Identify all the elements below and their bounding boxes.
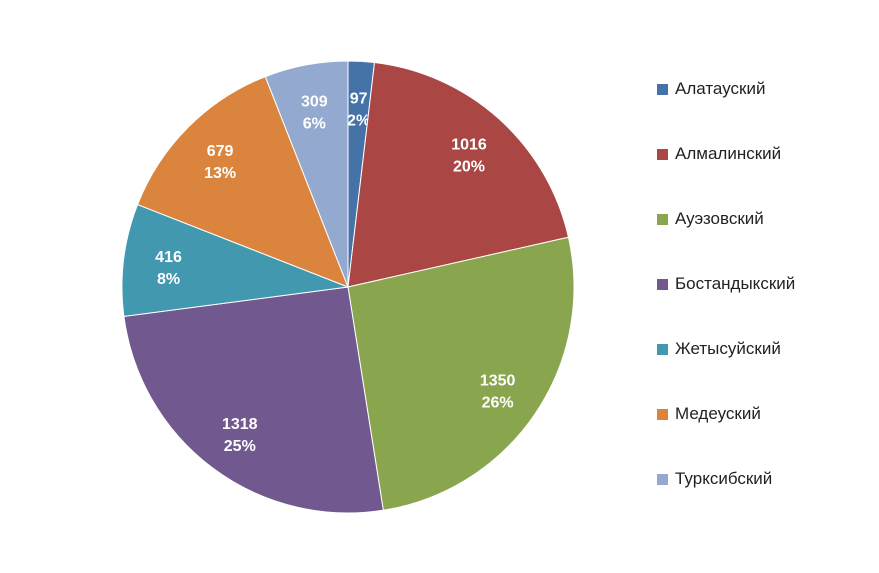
legend-label: Бостандыкский (675, 274, 796, 293)
legend-label: Алатауский (675, 79, 766, 98)
pie-slice-7 (264, 60, 349, 288)
data-label-percent: 6% (303, 115, 326, 132)
legend-label: Жетысуйский (675, 339, 781, 358)
data-label-value: 309 (301, 93, 328, 110)
data-label-percent: 25% (224, 438, 256, 455)
data-label-percent: 13% (204, 165, 236, 182)
legend-swatch (657, 343, 668, 355)
data-label-percent: 8% (157, 271, 180, 288)
legend-item: Ауэзовский (657, 209, 764, 229)
legend-item: Алмалинский (657, 144, 781, 164)
data-label-value: 1016 (451, 137, 487, 154)
pie-slice-3 (347, 236, 575, 511)
pie-slice-6 (136, 76, 349, 288)
legend-label: Алмалинский (675, 144, 782, 163)
legend-swatch (657, 148, 668, 160)
data-label-value: 679 (207, 143, 234, 160)
data-label-percent: 2% (347, 113, 370, 130)
data-label-percent: 26% (482, 394, 514, 411)
pie-slice-2 (347, 62, 570, 288)
pie-slice-4 (123, 286, 384, 514)
pie-slice-5 (121, 203, 349, 317)
legend-label: Медеуский (675, 404, 761, 423)
legend-item: Медеуский (657, 404, 761, 424)
legend-swatch (657, 473, 668, 485)
legend-swatch (657, 408, 668, 420)
legend-item: Турксибский (657, 469, 772, 489)
legend-label: Ауэзовский (675, 209, 764, 228)
legend-label: Турксибский (675, 469, 773, 488)
legend-swatch (657, 83, 668, 95)
data-label-value: 1318 (222, 416, 258, 433)
data-label-value: 416 (155, 249, 182, 266)
legend-item: Бостандыкский (657, 274, 795, 294)
legend-swatch (657, 213, 668, 225)
legend-item: Алатауский (657, 79, 765, 99)
data-label-percent: 20% (453, 159, 485, 176)
data-label-value: 1350 (480, 372, 516, 389)
legend-swatch (657, 278, 668, 290)
legend-item: Жетысуйский (657, 339, 781, 359)
data-label-value: 97 (350, 91, 368, 108)
